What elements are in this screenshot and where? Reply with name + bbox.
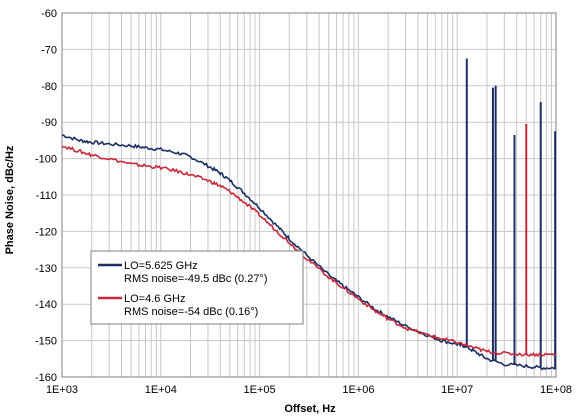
legend-box [90,250,304,325]
y-tick-label: -150 [35,336,57,348]
y-tick-label: -140 [35,299,57,311]
x-tick-label: 1E+06 [342,384,374,396]
y-tick-label: -110 [36,190,57,202]
series-line [61,145,557,358]
legend: LO=5.625 GHz RMS noise=-49.5 dBc (0.27°)… [90,250,304,325]
y-axis-ticks: -60 -70 -80 -90 -100 -110 -120 -130 -140 -150 -160 [35,8,57,384]
x-axis-label: Offset, Hz [284,403,336,415]
x-axis-ticks: 1E+03 1E+04 1E+05 1E+06 1E+07 1E+08 [46,384,572,396]
y-tick-label: -80 [41,81,57,93]
legend-rms-series-1: RMS noise=-49.5 dBc (0.27°) [124,273,268,285]
x-tick-label: 1E+08 [540,384,572,396]
y-tick-label: -90 [41,117,57,129]
y-tick-label: -130 [35,263,57,275]
series-layer [61,58,557,371]
x-tick-label: 1E+04 [145,384,177,396]
x-tick-label: 1E+05 [244,384,276,396]
series-line [61,134,557,371]
legend-label-series-1: LO=5.625 GHz [124,260,198,272]
legend-label-series-2: LO=4.6 GHz [124,293,185,305]
series-1 [61,58,557,371]
y-tick-label: -100 [35,154,57,166]
y-tick-label: -60 [41,8,57,20]
y-tick-label: -70 [41,44,57,56]
x-tick-label: 1E+07 [441,384,473,396]
y-axis-label: Phase Noise, dBc/Hz [4,145,16,254]
y-tick-label: -160 [35,372,57,384]
y-tick-label: -120 [35,226,57,238]
legend-rms-series-2: RMS noise=-54 dBc (0.16°) [124,306,258,318]
x-tick-label: 1E+03 [46,384,78,396]
series-2 [61,124,557,358]
